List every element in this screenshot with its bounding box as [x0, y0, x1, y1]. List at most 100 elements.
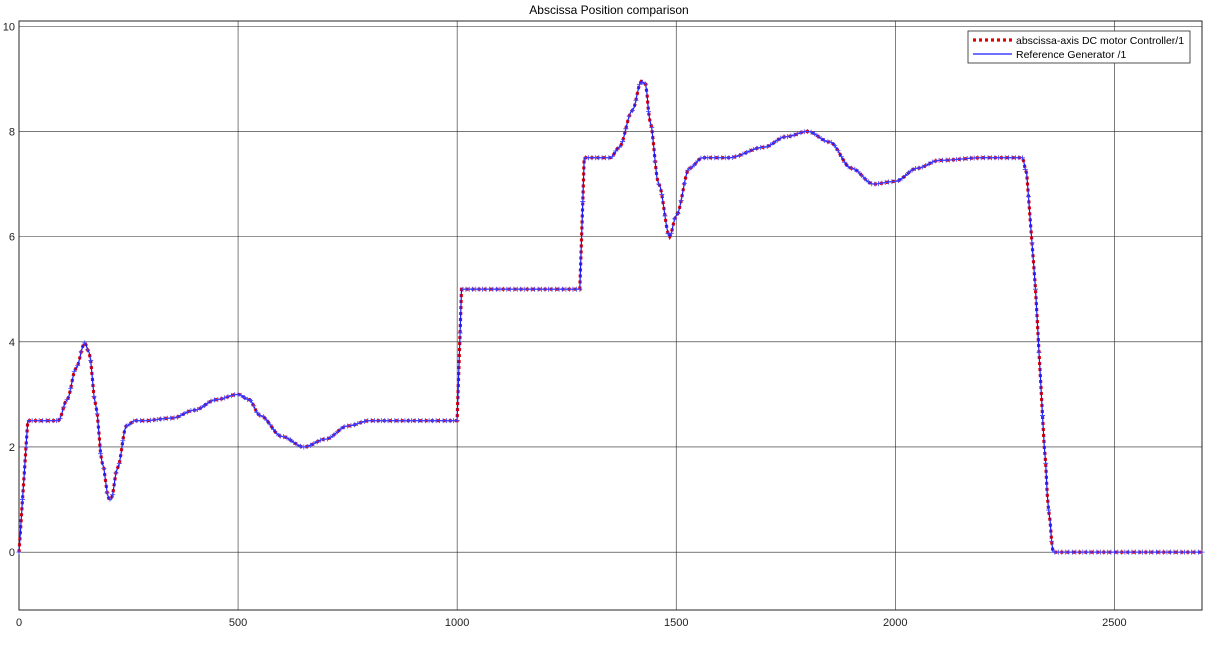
data-point — [656, 181, 662, 187]
data-point — [110, 492, 116, 498]
data-point — [351, 422, 357, 428]
data-point — [348, 423, 354, 429]
data-point — [64, 397, 70, 403]
data-point — [254, 409, 260, 415]
data-point — [304, 443, 310, 449]
data-point — [879, 180, 885, 186]
data-point — [1040, 412, 1046, 418]
data-point — [882, 180, 888, 186]
chart-title: Abscissa Position comparison — [529, 3, 689, 17]
data-point — [361, 418, 367, 424]
plot-area — [18, 20, 1203, 611]
data-point — [113, 470, 119, 476]
x-tick-label: 2000 — [883, 617, 907, 629]
data-point — [120, 438, 126, 444]
data-point — [171, 415, 177, 421]
data-point — [264, 417, 270, 423]
data-point — [311, 440, 317, 446]
data-point — [778, 135, 784, 141]
data-point — [260, 414, 266, 420]
data-point — [1025, 194, 1031, 200]
data-point — [218, 396, 224, 402]
data-point — [151, 417, 157, 423]
legend-label-controller: abscissa-axis DC motor Controller/1 — [1016, 35, 1184, 47]
data-point — [852, 166, 858, 172]
data-point — [1199, 549, 1205, 555]
data-point — [859, 172, 865, 178]
data-point — [107, 496, 113, 502]
y-tick-label: 4 — [9, 337, 15, 349]
data-point — [761, 144, 767, 150]
data-point — [127, 421, 133, 427]
data-point — [75, 362, 81, 368]
data-point — [848, 165, 854, 171]
data-point — [123, 423, 129, 429]
data-point — [181, 411, 187, 417]
data-point — [828, 139, 834, 145]
data-point — [257, 412, 263, 418]
data-point — [892, 178, 898, 184]
data-point — [733, 154, 739, 160]
data-point — [130, 418, 136, 424]
data-point — [808, 129, 814, 135]
data-point — [825, 139, 831, 145]
data-point — [609, 154, 615, 160]
data-point — [643, 81, 649, 87]
data-point — [57, 415, 63, 421]
data-point — [20, 497, 26, 503]
data-point — [822, 138, 828, 144]
data-point — [1043, 460, 1049, 466]
data-point — [649, 124, 655, 130]
data-point — [784, 134, 790, 140]
data-point — [61, 404, 67, 410]
y-tick-label: 8 — [9, 126, 15, 138]
data-point — [678, 198, 684, 204]
data-point — [318, 437, 324, 443]
data-point — [899, 175, 905, 181]
data-point — [838, 154, 844, 160]
data-point — [645, 108, 651, 114]
data-point — [355, 421, 361, 427]
data-point — [743, 149, 749, 155]
legend: abscissa-axis DC motor Controller/1 Refe… — [967, 30, 1191, 64]
data-point — [341, 424, 347, 430]
data-point — [909, 167, 915, 173]
data-point — [795, 131, 801, 137]
data-point — [328, 434, 334, 440]
data-point — [208, 398, 214, 404]
data-point — [747, 148, 753, 154]
x-tick-label: 1500 — [664, 617, 688, 629]
data-point — [98, 451, 104, 457]
data-point — [154, 416, 160, 422]
data-point — [855, 169, 861, 175]
data-point — [672, 216, 678, 222]
data-point — [277, 433, 283, 439]
data-point — [902, 173, 908, 179]
x-tick-label: 500 — [229, 617, 247, 629]
data-point — [324, 436, 330, 442]
data-point — [691, 162, 697, 168]
data-point — [805, 128, 811, 134]
data-point — [198, 405, 204, 411]
data-point — [862, 176, 868, 182]
data-point — [832, 143, 838, 149]
data-point — [835, 148, 841, 154]
data-point — [174, 414, 180, 420]
data-point — [736, 152, 742, 158]
data-point — [771, 140, 777, 146]
data-point — [842, 159, 848, 165]
data-point — [358, 419, 364, 425]
x-tick-label: 2500 — [1102, 617, 1126, 629]
data-point — [668, 230, 674, 236]
data-point — [681, 180, 687, 186]
data-point — [616, 144, 622, 150]
grid-lines — [18, 21, 1202, 610]
data-point — [845, 164, 851, 170]
data-point — [1049, 538, 1055, 544]
legend-label-reference: Reference Generator /1 — [1016, 49, 1126, 61]
data-point — [764, 144, 770, 150]
data-point — [662, 213, 668, 219]
data-point — [620, 138, 626, 144]
data-point — [301, 444, 307, 450]
data-point — [215, 397, 221, 403]
